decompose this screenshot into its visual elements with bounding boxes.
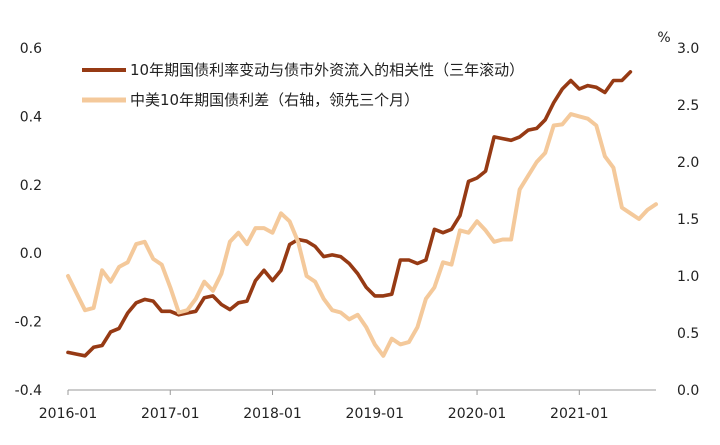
left-tick-label: 0.2 — [20, 178, 42, 194]
right-tick-label: 2.0 — [677, 155, 699, 171]
x-tick-label: 2021-01 — [550, 406, 609, 422]
left-axis-ticks: -0.4 -0.2 0.0 0.2 0.4 0.6 — [15, 41, 42, 399]
left-tick-label: 0.4 — [20, 109, 42, 125]
left-tick-label: -0.2 — [15, 315, 42, 331]
right-tick-label: 1.0 — [677, 269, 699, 285]
right-tick-label: 2.5 — [677, 98, 699, 114]
series-line-2 — [66, 112, 658, 358]
legend-label-1: 10年期国债利率变动与债市外资流入的相关性（三年滚动） — [130, 61, 524, 79]
x-tick-label: 2019-01 — [346, 406, 405, 422]
left-tick-label: -0.4 — [15, 383, 42, 399]
right-tick-label: 3.0 — [677, 41, 699, 57]
x-tick-label: 2020-01 — [448, 406, 507, 422]
series-lines — [66, 70, 658, 358]
right-axis-ticks: 0.0 0.5 1.0 1.5 2.0 2.5 3.0 — [677, 41, 699, 399]
right-tick-label: 0.5 — [677, 326, 699, 342]
x-tick-label: 2017-01 — [141, 406, 200, 422]
legend: 10年期国债利率变动与债市外资流入的相关性（三年滚动） 中美10年期国债利差（右轴… — [82, 61, 524, 109]
left-tick-label: 0.6 — [20, 41, 42, 57]
x-tick-label: 2018-01 — [243, 406, 302, 422]
x-tick-label: 2016-01 — [39, 406, 98, 422]
left-tick-label: 0.0 — [20, 246, 42, 262]
right-axis-unit: % — [657, 30, 670, 46]
right-tick-label: 0.0 — [677, 383, 699, 399]
right-tick-label: 1.5 — [677, 212, 699, 228]
x-axis: 2016-01 2017-01 2018-01 2019-01 2020-01 2021-… — [39, 390, 609, 422]
series-line-1 — [66, 70, 633, 358]
legend-label-2: 中美10年期国债利差（右轴，领先三个月） — [130, 91, 419, 109]
